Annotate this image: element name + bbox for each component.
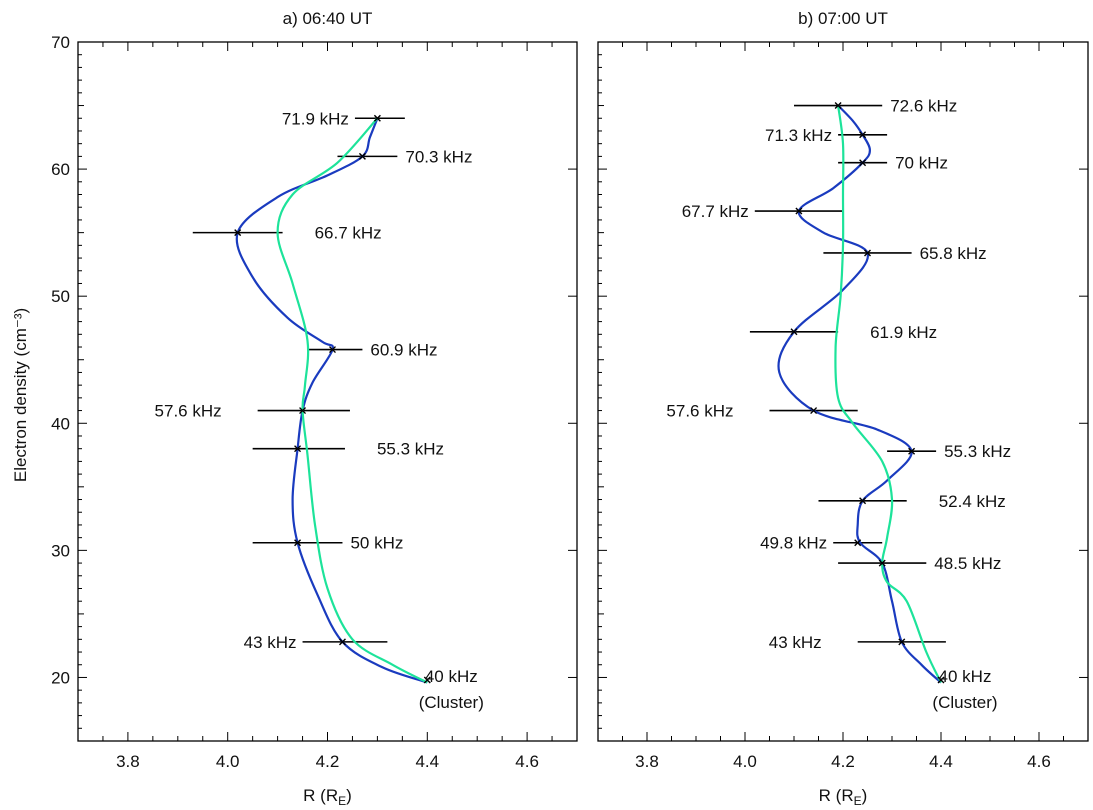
data-label: 48.5 kHz <box>934 554 1001 573</box>
chart-panel-a: a) 06:40 UT 3.8 4.0 4.2 4.4 4.6 20 30 40 50 60 70 R … <box>51 9 578 808</box>
data-label: 55.3 kHz <box>377 440 444 459</box>
data-label: 71.3 kHz <box>765 126 832 145</box>
data-label: 72.6 kHz <box>890 97 957 116</box>
data-point-marker <box>898 638 906 646</box>
data-label: 40 kHz <box>425 667 478 686</box>
data-point-marker <box>328 346 336 354</box>
data-label: 61.9 kHz <box>870 323 937 342</box>
chart-title: a) 06:40 UT <box>283 9 373 28</box>
data-label-cluster: (Cluster) <box>419 693 484 712</box>
data-point-marker <box>810 407 818 415</box>
data-point-marker <box>878 559 886 567</box>
data-point-marker <box>299 407 307 415</box>
plot-frame <box>77 41 578 742</box>
y-tick-label: 60 <box>51 160 70 179</box>
data-label-cluster: (Cluster) <box>932 693 997 712</box>
data-point-marker <box>358 152 366 160</box>
data-label: 52.4 kHz <box>939 492 1006 511</box>
x-axis-label: R (RE) <box>819 786 868 808</box>
x-tick-label: 4.2 <box>316 752 340 771</box>
data-point-marker <box>859 159 867 167</box>
data-label: 57.6 kHz <box>666 402 733 421</box>
y-tick-label: 40 <box>51 414 70 433</box>
data-point-marker <box>859 131 867 139</box>
data-label: 55.3 kHz <box>944 442 1011 461</box>
y-axis-label: Electron density (cm⁻³) <box>11 308 30 482</box>
data-label: 50 kHz <box>350 534 403 553</box>
x-tick-label: 4.2 <box>831 752 855 771</box>
data-point-marker <box>795 207 803 215</box>
data-point-marker <box>294 539 302 547</box>
series-line-green <box>834 105 942 683</box>
chart-panel-b: b) 07:00 UT 3.8 4.0 4.2 4.4 4.6 R (RE) 72.6 kHz… <box>597 9 1089 808</box>
data-label: 49.8 kHz <box>760 534 827 553</box>
series-line-blue <box>777 104 942 684</box>
data-label: 66.7 kHz <box>315 224 382 243</box>
x-tick-label: 4.4 <box>415 752 439 771</box>
data-point-marker <box>790 328 798 336</box>
y-tick-label: 30 <box>51 541 70 560</box>
series-line-blue <box>235 117 428 684</box>
x-tick-label: 4.0 <box>733 752 757 771</box>
data-label: 65.8 kHz <box>920 244 987 263</box>
data-point-marker <box>864 249 871 257</box>
x-tick-label: 3.8 <box>635 752 659 771</box>
data-label: 43 kHz <box>769 633 822 652</box>
x-tick-label: 4.0 <box>216 752 240 771</box>
data-label: 60.9 kHz <box>370 341 437 360</box>
data-point-marker <box>937 676 945 684</box>
data-label: 57.6 kHz <box>155 402 222 421</box>
y-tick-label: 70 <box>51 33 70 52</box>
data-point-marker <box>234 229 242 237</box>
x-tick-label: 4.6 <box>515 752 539 771</box>
x-tick-label: 3.8 <box>116 752 140 771</box>
chart-title: b) 07:00 UT <box>798 9 888 28</box>
x-axis-label: R (RE) <box>303 786 352 808</box>
data-point-marker <box>834 102 842 110</box>
data-label: 43 kHz <box>244 633 297 652</box>
data-point-marker <box>908 447 916 455</box>
data-label: 70.3 kHz <box>405 147 472 166</box>
data-point-marker <box>854 539 862 547</box>
data-point-marker <box>338 638 346 646</box>
data-label: 67.7 kHz <box>682 202 749 221</box>
y-tick-label: 20 <box>51 668 70 687</box>
data-label: 40 kHz <box>939 667 992 686</box>
data-point-marker <box>373 114 381 122</box>
y-tick-label: 50 <box>51 287 70 306</box>
data-point-marker <box>859 497 867 505</box>
data-label: 70 kHz <box>895 154 948 173</box>
data-point-marker <box>294 445 302 453</box>
x-tick-label: 4.4 <box>929 752 953 771</box>
x-tick-label: 4.6 <box>1027 752 1051 771</box>
data-point-marker <box>423 676 431 684</box>
data-label: 71.9 kHz <box>282 109 349 128</box>
series-line-green <box>276 117 428 684</box>
